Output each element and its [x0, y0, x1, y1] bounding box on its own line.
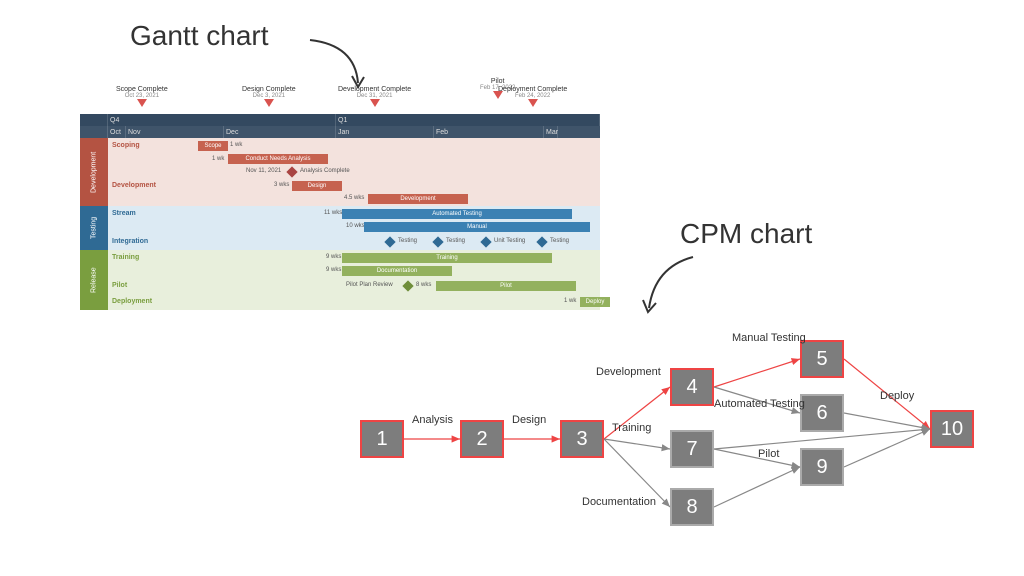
gantt-text: 11 wks	[324, 210, 342, 216]
gantt-bar: Scope	[198, 141, 228, 151]
gantt-text: 1 wk	[230, 142, 242, 148]
gantt-text: 9 wks	[326, 267, 341, 273]
arrow-to-cpm	[635, 252, 705, 322]
cpm-edge	[844, 429, 930, 467]
gantt-bar: Automated Testing	[342, 209, 572, 219]
cpm-node: 2	[460, 420, 504, 458]
gantt-text: Analysis Complete	[300, 168, 350, 174]
diamond-icon	[384, 236, 395, 247]
gantt-text: Pilot Plan Review	[346, 282, 393, 288]
gantt-bar: Manual	[364, 222, 590, 232]
cpm-title: CPM chart	[680, 218, 812, 250]
cpm-node: 5	[800, 340, 844, 378]
cpm-edge	[714, 359, 800, 387]
gantt-text: 3 wks	[274, 182, 289, 188]
cpm-node: 6	[800, 394, 844, 432]
cpm-node: 8	[670, 488, 714, 526]
cpm-edge-label: Design	[512, 414, 546, 426]
cpm-node: 4	[670, 368, 714, 406]
cpm-edge-label: Automated Testing	[714, 398, 805, 410]
gantt-text: Testing	[398, 238, 417, 244]
gantt-chart: Scope CompleteOct 23, 2021 Design Complet…	[80, 86, 600, 310]
gantt-section: TestingStream11 wksAutomated Testing10 w…	[80, 206, 600, 250]
cpm-edge	[604, 439, 670, 449]
gantt-bar: Development	[368, 194, 468, 204]
gantt-text: 9 wks	[326, 254, 341, 260]
cpm-edge	[844, 413, 930, 429]
diamond-icon	[286, 166, 297, 177]
cpm-edge-label: Documentation	[582, 496, 656, 508]
cpm-node: 1	[360, 420, 404, 458]
cpm-edge	[714, 467, 800, 507]
gantt-text: 1 wk	[212, 156, 224, 162]
cpm-edge-label: Development	[596, 366, 661, 378]
gantt-bar: Conduct Needs Analysis	[228, 154, 328, 164]
gantt-bar: Training	[342, 253, 552, 263]
diamond-icon	[536, 236, 547, 247]
milestone: Deployment CompleteFeb 24, 2022	[498, 86, 567, 107]
gantt-section: ReleaseTraining9 wksTraining9 wksDocumen…	[80, 250, 600, 310]
diamond-icon	[480, 236, 491, 247]
milestone: Scope CompleteOct 23, 2021	[116, 86, 168, 107]
cpm-edge-label: Deploy	[880, 390, 914, 402]
gantt-bar: Deploy	[580, 297, 610, 307]
gantt-bar: Pilot	[436, 281, 576, 291]
gantt-text: Nov 11, 2021	[246, 168, 281, 174]
cpm-node: 3	[560, 420, 604, 458]
gantt-title: Gantt chart	[130, 20, 269, 52]
cpm-node: 10	[930, 410, 974, 448]
cpm-edge-label: Training	[612, 422, 651, 434]
gantt-section: DevelopmentScopingScope1 wk1 wkConduct N…	[80, 138, 600, 206]
milestone: Design CompleteDec 3, 2021	[242, 86, 296, 107]
cpm-edge	[714, 429, 930, 449]
cpm-edge-label: Pilot	[758, 448, 779, 460]
diamond-icon	[402, 280, 413, 291]
diamond-icon	[432, 236, 443, 247]
gantt-text: 4.5 wks	[344, 195, 364, 201]
gantt-text: Testing	[550, 238, 569, 244]
gantt-text: 10 wks	[346, 223, 365, 229]
cpm-edge	[714, 449, 800, 467]
cpm-node: 9	[800, 448, 844, 486]
gantt-text: 8 wks	[416, 282, 431, 288]
gantt-text: Testing	[446, 238, 465, 244]
gantt-text: 1 wk	[564, 298, 576, 304]
gantt-text: Unit Testing	[494, 238, 525, 244]
cpm-chart: 1 2 3 4 5 6 7 8 9 10 Analysis Design Development Tra…	[360, 340, 1000, 560]
gantt-bar: Documentation	[342, 266, 452, 276]
gantt-bar: Design	[292, 181, 342, 191]
cpm-edge-label: Analysis	[412, 414, 453, 426]
milestone: Development CompleteDec 31, 2021	[338, 86, 411, 107]
cpm-node: 7	[670, 430, 714, 468]
cpm-edge-label: Manual Testing	[732, 332, 806, 344]
